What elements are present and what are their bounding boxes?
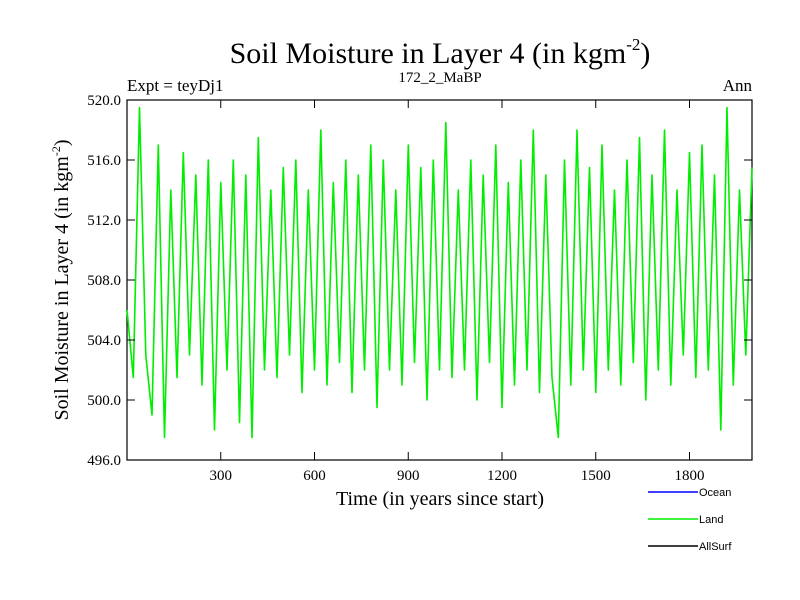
subtitle-right: Ann: [723, 76, 753, 95]
legend: Ocean Land AllSurf: [648, 487, 732, 553]
x-tick-label: 1500: [581, 468, 611, 484]
subtitle-center: 172_2_MaBP: [398, 70, 481, 86]
x-axis-label: Time (in years since start): [336, 488, 544, 510]
y-axis-ticks: 496.0 500.0 504.0 508.0 512.0 516.0 520.0: [87, 93, 752, 469]
x-tick-label: 1200: [487, 468, 517, 484]
y-tick-label: 496.0: [87, 453, 121, 469]
y-tick-label: 508.0: [87, 273, 121, 289]
x-tick-label: 1800: [675, 468, 705, 484]
y-tick-label: 512.0: [87, 213, 121, 229]
y-tick-label: 504.0: [87, 333, 121, 349]
plot-frame: [126, 99, 753, 461]
y-axis-label: Soil Moisture in Layer 4 (in kgm-2): [49, 139, 73, 420]
y-tick-label: 500.0: [87, 393, 121, 409]
chart-title: Soil Moisture in Layer 4 (in kgm-2): [230, 35, 651, 70]
legend-label-land: Land: [699, 514, 723, 526]
y-tick-label: 520.0: [87, 93, 121, 109]
x-axis-ticks: 300 600 900 1200 1500 1800: [210, 100, 705, 484]
legend-label-allsurf: AllSurf: [699, 541, 732, 553]
subtitle-left: Expt = teyDj1: [127, 76, 223, 95]
y-tick-label: 516.0: [87, 153, 121, 169]
series-layer: [126, 106, 753, 439]
series-line-land: [126, 106, 753, 439]
x-tick-label: 600: [303, 468, 326, 484]
x-tick-label: 900: [397, 468, 420, 484]
x-tick-label: 300: [210, 468, 233, 484]
legend-label-ocean: Ocean: [699, 487, 731, 499]
